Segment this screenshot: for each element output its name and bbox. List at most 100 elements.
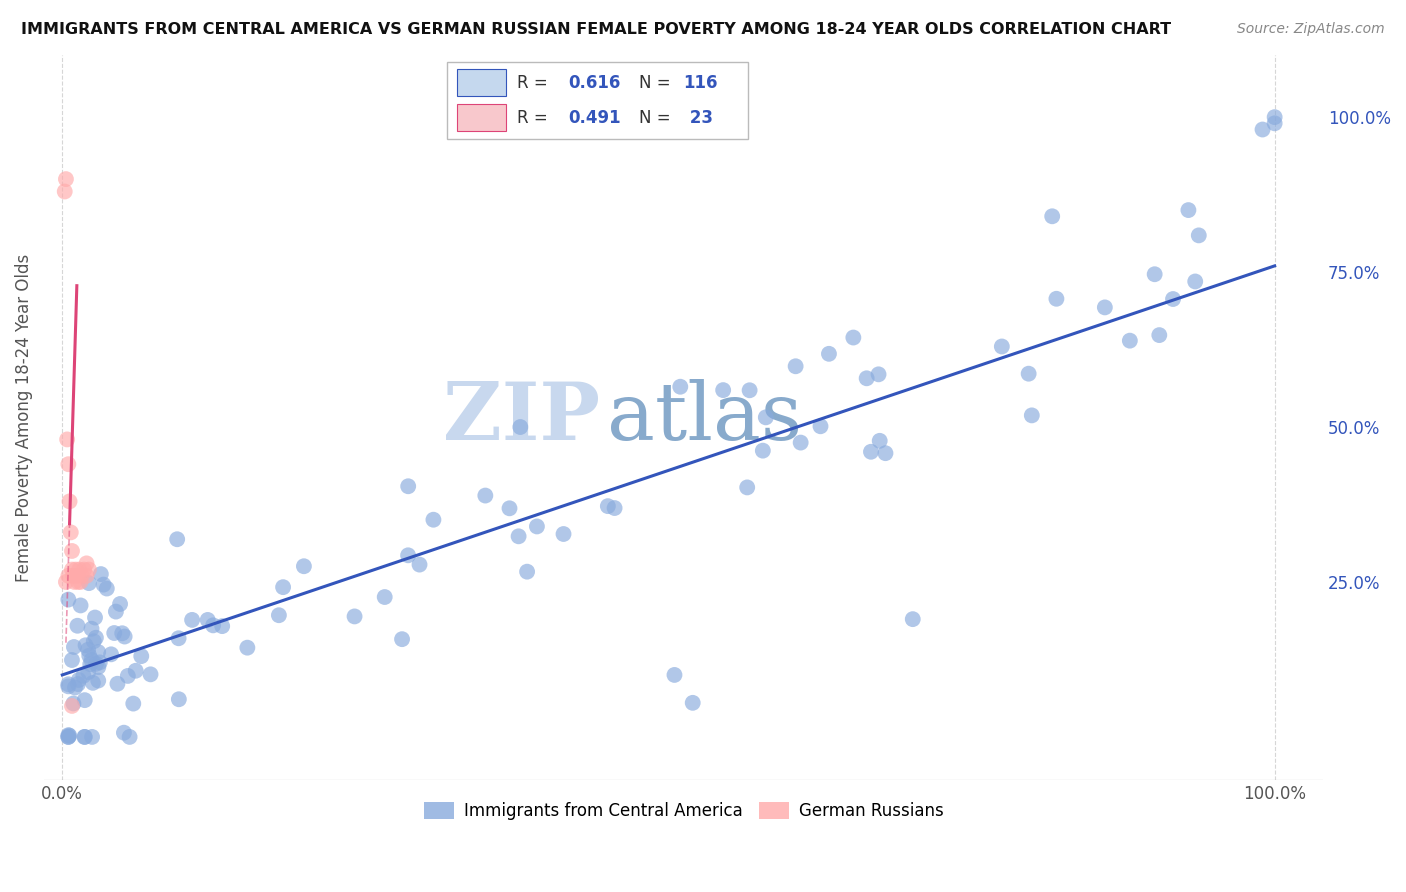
- Point: [60, 544, 83, 558]
- Point: [1040, 209, 1063, 223]
- Point: [76, 568, 98, 582]
- Point: [125, 664, 148, 678]
- Point: [869, 434, 891, 448]
- Point: [1119, 334, 1142, 348]
- Point: [139, 667, 162, 681]
- Point: [73, 563, 96, 577]
- Point: [682, 696, 704, 710]
- Point: [69, 599, 91, 613]
- Point: [553, 527, 575, 541]
- Point: [1264, 110, 1286, 124]
- Point: [107, 677, 129, 691]
- Point: [818, 347, 841, 361]
- Point: [82, 676, 104, 690]
- Point: [526, 519, 548, 533]
- Point: [63, 574, 86, 589]
- Point: [738, 384, 761, 398]
- Point: [1018, 367, 1040, 381]
- Point: [73, 730, 96, 744]
- Y-axis label: Female Poverty Among 18-24 Year Olds: Female Poverty Among 18-24 Year Olds: [15, 253, 32, 582]
- Point: [58, 679, 80, 693]
- Point: [114, 630, 136, 644]
- Point: [87, 673, 110, 688]
- Point: [236, 640, 259, 655]
- Point: [80, 653, 103, 667]
- Point: [58, 729, 80, 743]
- Text: 23: 23: [683, 109, 713, 127]
- Text: N =: N =: [638, 74, 676, 92]
- Point: [84, 631, 107, 645]
- Point: [1188, 228, 1211, 243]
- Point: [292, 559, 315, 574]
- Point: [59, 525, 82, 540]
- Point: [58, 730, 80, 744]
- Point: [56, 433, 79, 447]
- Point: [343, 609, 366, 624]
- Point: [84, 657, 107, 671]
- Point: [93, 577, 115, 591]
- Point: [80, 622, 103, 636]
- Point: [129, 649, 152, 664]
- Point: [63, 640, 86, 654]
- Text: R =: R =: [517, 74, 554, 92]
- Point: [1143, 267, 1166, 281]
- Text: N =: N =: [638, 109, 676, 127]
- Point: [77, 648, 100, 663]
- Point: [855, 371, 877, 385]
- Point: [58, 677, 80, 691]
- Point: [396, 549, 419, 563]
- Point: [77, 642, 100, 657]
- Point: [498, 501, 520, 516]
- Point: [197, 613, 219, 627]
- Point: [1045, 292, 1067, 306]
- Text: 0.616: 0.616: [568, 74, 621, 92]
- Point: [55, 574, 77, 589]
- Point: [103, 626, 125, 640]
- Text: atlas: atlas: [607, 379, 801, 457]
- Point: [181, 613, 204, 627]
- FancyBboxPatch shape: [447, 62, 748, 138]
- Point: [70, 568, 93, 582]
- Point: [859, 444, 882, 458]
- Point: [53, 185, 76, 199]
- Point: [58, 494, 80, 508]
- Point: [810, 419, 832, 434]
- Point: [58, 730, 80, 744]
- Point: [66, 677, 89, 691]
- Point: [603, 501, 626, 516]
- Point: [901, 612, 924, 626]
- Point: [87, 660, 110, 674]
- Point: [111, 626, 134, 640]
- Legend: Immigrants from Central America, German Russians: Immigrants from Central America, German …: [416, 795, 950, 826]
- Point: [1094, 301, 1116, 315]
- Text: 116: 116: [683, 74, 718, 92]
- Point: [842, 330, 865, 344]
- Point: [122, 697, 145, 711]
- Point: [374, 590, 396, 604]
- Point: [69, 574, 91, 589]
- Point: [87, 645, 110, 659]
- Point: [422, 513, 444, 527]
- Point: [508, 529, 530, 543]
- Point: [785, 359, 807, 374]
- Point: [62, 568, 84, 582]
- Point: [108, 597, 131, 611]
- Point: [62, 697, 84, 711]
- Point: [596, 499, 619, 513]
- Point: [868, 368, 890, 382]
- Text: Source: ZipAtlas.com: Source: ZipAtlas.com: [1237, 22, 1385, 37]
- Point: [79, 657, 101, 672]
- Point: [474, 489, 496, 503]
- FancyBboxPatch shape: [457, 103, 506, 131]
- Point: [1161, 292, 1184, 306]
- Point: [67, 673, 90, 687]
- Point: [408, 558, 430, 572]
- Point: [391, 632, 413, 647]
- Point: [112, 725, 135, 739]
- Point: [789, 435, 811, 450]
- Point: [63, 681, 86, 695]
- Point: [73, 693, 96, 707]
- Point: [396, 479, 419, 493]
- Point: [167, 692, 190, 706]
- Point: [104, 605, 127, 619]
